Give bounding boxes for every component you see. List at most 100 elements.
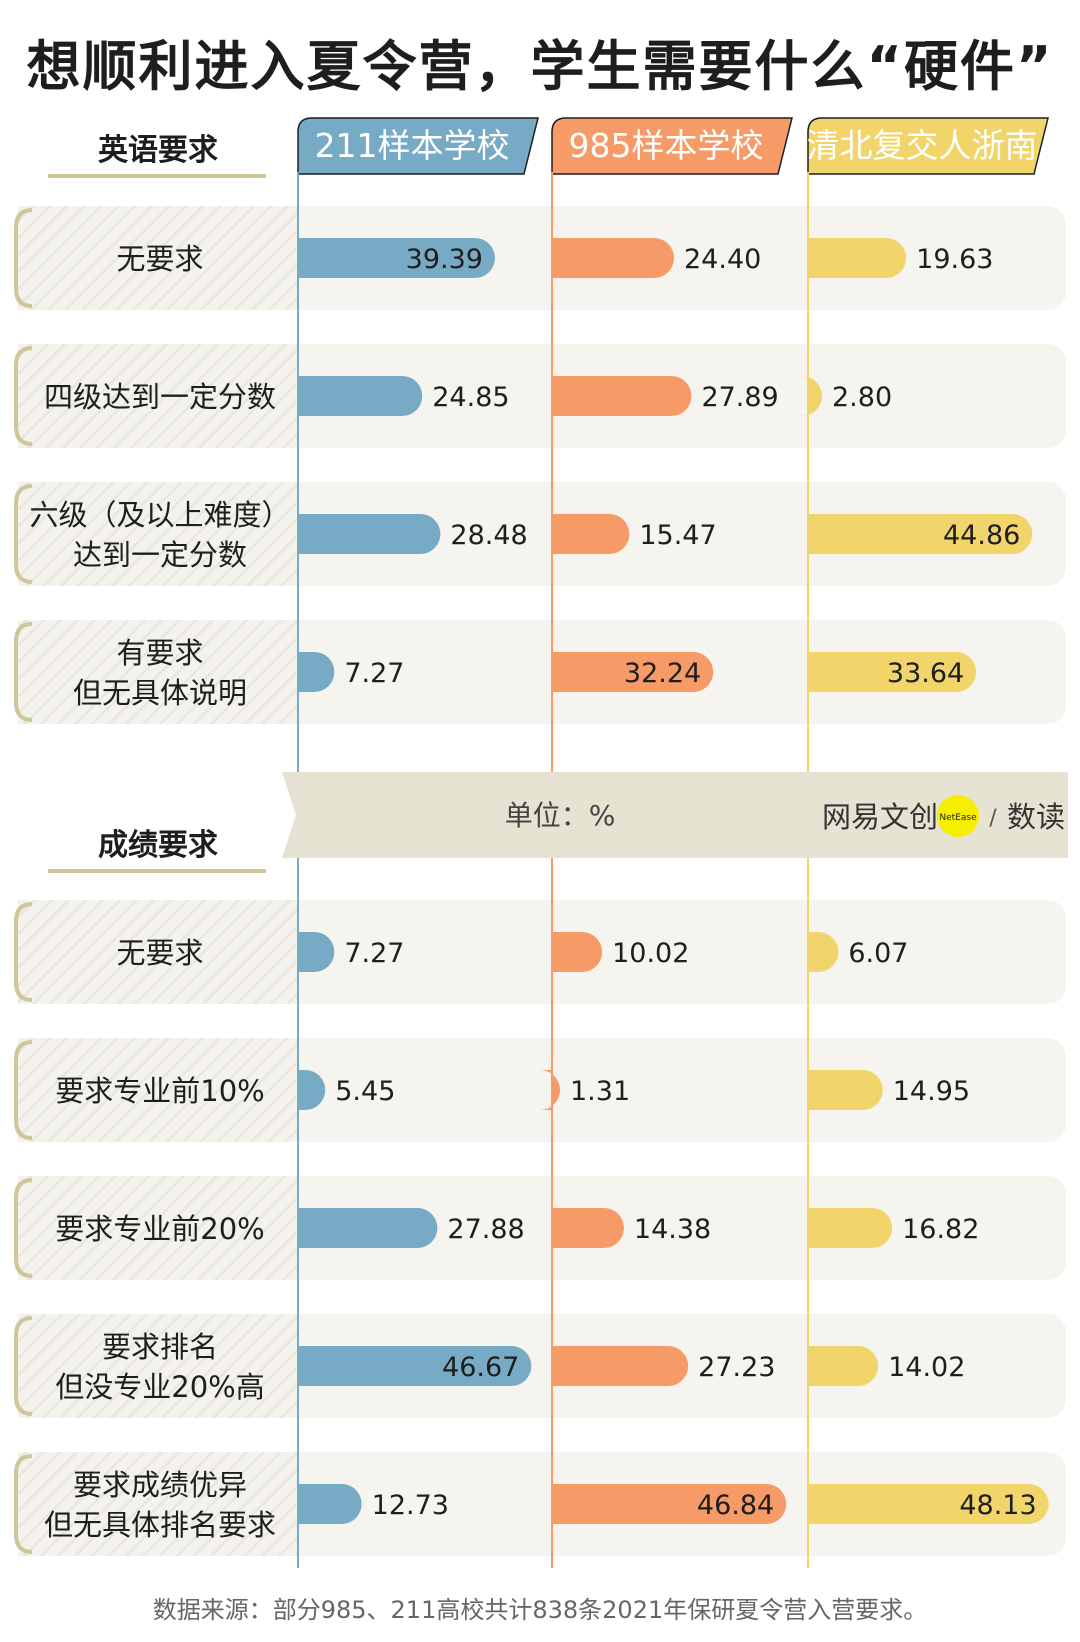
bar-value-label: 14.02	[888, 1352, 965, 1383]
bar	[552, 514, 630, 554]
bar	[808, 238, 907, 278]
bar-value-label: 15.47	[639, 520, 716, 551]
bar-value-label: 14.38	[634, 1214, 711, 1245]
row-label-panel	[18, 900, 298, 1004]
bar	[298, 1346, 532, 1386]
series-header-tab	[551, 117, 793, 175]
bar-value-label: 46.84	[697, 1490, 774, 1521]
series-header-label: 清北复交人浙南	[807, 126, 1038, 165]
row-bracket	[14, 484, 33, 584]
bar-value-label: 1.31	[570, 1076, 630, 1107]
bar	[298, 932, 335, 972]
row-bracket	[14, 622, 33, 722]
row-bracket	[14, 346, 33, 446]
bar	[808, 1208, 893, 1248]
bar-value-label: 28.48	[450, 520, 527, 551]
bar	[808, 1484, 1049, 1524]
group-header-underline	[48, 174, 266, 178]
bar	[298, 652, 335, 692]
bar	[552, 652, 714, 692]
bar-value-label: 19.63	[916, 244, 993, 275]
bar-value-label: 44.86	[943, 520, 1020, 551]
bar-value-label: 6.07	[848, 938, 908, 969]
bar	[298, 1070, 326, 1110]
bar	[552, 238, 674, 278]
group-header-underline	[48, 869, 266, 873]
bar-value-label: 27.88	[447, 1214, 524, 1245]
row-bracket	[14, 208, 33, 308]
brand-slash: /	[989, 806, 997, 831]
row-label: 有要求	[116, 636, 203, 670]
bar-value-label: 24.40	[684, 244, 761, 275]
series-header-tab	[297, 117, 539, 175]
row-bracket	[14, 902, 33, 1002]
bar-value-label: 2.80	[832, 382, 892, 413]
bar-value-label: 33.64	[887, 658, 964, 689]
bar-value-label: 7.27	[344, 938, 404, 969]
row-label: 无要求	[116, 936, 203, 970]
bar-value-label: 10.02	[612, 938, 689, 969]
row-label: 但无具体排名要求	[44, 1508, 276, 1542]
row-label: 要求成绩优异	[73, 1468, 247, 1502]
bar-value-label: 14.95	[893, 1076, 970, 1107]
bar	[808, 514, 1033, 554]
netease-logo-icon	[937, 795, 979, 837]
group-header: 英语要求	[98, 133, 218, 168]
bar-value-label: 39.39	[406, 244, 483, 275]
unit-band	[282, 772, 1068, 858]
row-bracket	[14, 1040, 33, 1140]
bar-value-label: 27.89	[701, 382, 778, 413]
row-label: 无要求	[116, 242, 203, 276]
row-label: 要求专业前10%	[55, 1074, 264, 1108]
bar-value-label: 5.45	[335, 1076, 395, 1107]
bar	[808, 932, 839, 972]
row-label: 四级达到一定分数	[44, 380, 276, 414]
row-label: 要求排名	[102, 1330, 218, 1364]
bar	[298, 1484, 362, 1524]
bar	[298, 514, 441, 554]
row-label-panel	[18, 482, 298, 586]
bar	[808, 1070, 883, 1110]
group-header: 成绩要求	[98, 828, 218, 863]
bar-value-label: 12.73	[372, 1490, 449, 1521]
row-bracket	[14, 1178, 33, 1278]
row-label: 六级（及以上难度）	[29, 498, 290, 532]
row-bracket	[14, 1454, 33, 1554]
series-header-tab	[807, 117, 1049, 175]
row-label: 但没专业20%高	[55, 1370, 264, 1404]
series-header-label: 211样本学校	[315, 126, 510, 165]
chart-title: 想顺利进入夏令营，学生需要什么“硬件”	[26, 35, 1054, 98]
bar-value-label: 46.67	[442, 1352, 519, 1383]
bar	[540, 1070, 560, 1110]
bar-value-label: 7.27	[344, 658, 404, 689]
bar	[298, 238, 495, 278]
bar	[808, 1346, 879, 1386]
bar-value-label: 16.82	[902, 1214, 979, 1245]
bar	[552, 1484, 787, 1524]
brand-shudu: 数读	[1007, 800, 1065, 834]
bar-value-label: 48.13	[959, 1490, 1036, 1521]
row-label-panel	[18, 1314, 298, 1418]
bar	[808, 652, 977, 692]
row-label: 达到一定分数	[73, 538, 247, 572]
brand-wordmark: 网易文创	[822, 800, 938, 834]
row-label-panel	[18, 1176, 298, 1280]
row-label-panel	[18, 1452, 298, 1556]
bar	[552, 1346, 689, 1386]
row-label: 要求专业前20%	[55, 1212, 264, 1246]
netease-logo-text: NetEase	[939, 813, 977, 823]
bar-value-label: 32.24	[624, 658, 701, 689]
series-header-label: 985样本学校	[569, 126, 764, 165]
row-label: 但无具体说明	[73, 676, 247, 710]
bar	[298, 376, 423, 416]
bar	[802, 376, 822, 416]
bar	[552, 376, 692, 416]
data-source-note: 数据来源：部分985、211高校共计838条2021年保研夏令营入营要求。	[152, 1596, 928, 1624]
row-label-panel	[18, 620, 298, 724]
bar-value-label: 24.85	[432, 382, 509, 413]
row-label-panel	[18, 1038, 298, 1142]
bar-value-label: 27.23	[698, 1352, 775, 1383]
bar	[552, 1208, 624, 1248]
bar	[298, 1208, 438, 1248]
